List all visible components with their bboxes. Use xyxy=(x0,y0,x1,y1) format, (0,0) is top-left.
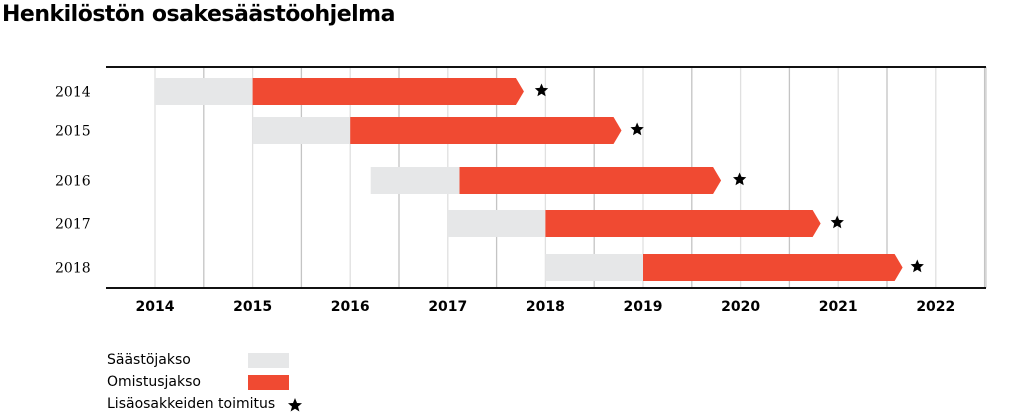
chart-title: Henkilöstön osakesäästöohjelma xyxy=(2,2,395,27)
delivery-star-icon xyxy=(733,172,747,186)
x-tick-label: 2021 xyxy=(819,299,858,315)
x-tick-label: 2015 xyxy=(233,299,272,315)
x-tick-label: 2014 xyxy=(136,299,175,315)
row-label: 2015 xyxy=(55,124,91,140)
x-tick-label: 2016 xyxy=(331,299,370,315)
x-tick-label: 2019 xyxy=(624,299,663,315)
saving-period-bar xyxy=(447,210,546,237)
x-tick-label: 2018 xyxy=(526,299,565,315)
saving-period-bar xyxy=(252,117,351,144)
holding-period-bar xyxy=(545,210,821,237)
legend-holding-swatch xyxy=(248,375,289,390)
saving-period-bar xyxy=(370,167,460,194)
row-label: 2016 xyxy=(55,174,91,190)
x-tick-label: 2017 xyxy=(428,299,467,315)
legend-saving-label: Säästöjakso xyxy=(107,352,191,368)
star-icon xyxy=(288,398,302,412)
x-tick-label: 2022 xyxy=(916,299,955,315)
legend-holding-label: Omistusjakso xyxy=(107,374,201,390)
legend-saving-swatch xyxy=(248,353,289,368)
x-tick-label: 2020 xyxy=(721,299,760,315)
row-label: 2014 xyxy=(55,85,91,101)
holding-period-bar xyxy=(252,78,524,105)
row-label: 2018 xyxy=(55,261,91,277)
delivery-star-icon xyxy=(910,259,924,273)
holding-period-bar xyxy=(350,117,622,144)
holding-period-bar xyxy=(459,167,722,194)
holding-period-bar xyxy=(643,254,903,281)
saving-period-bar xyxy=(155,78,253,105)
delivery-star-icon xyxy=(630,122,644,136)
legend-delivery-label: Lisäosakkeiden toimitus xyxy=(107,396,276,412)
row-label: 2017 xyxy=(55,217,91,233)
delivery-star-icon xyxy=(534,83,549,97)
saving-period-bar xyxy=(545,254,643,281)
delivery-star-icon xyxy=(830,215,844,229)
